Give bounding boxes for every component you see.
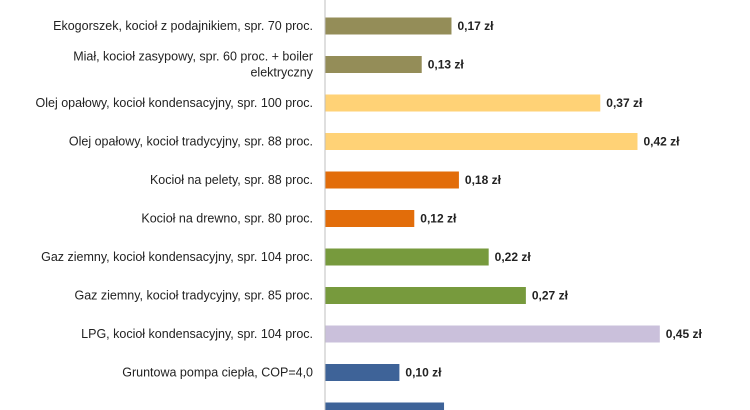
category-label-2-line-1: Miał, kocioł zasypowy, spr. 60 proc. + b…: [73, 50, 313, 64]
bar-8: [325, 287, 526, 304]
bar-11: [325, 402, 445, 410]
value-label-6: 0,12 zł: [420, 212, 457, 226]
value-label-5: 0,18 zł: [465, 173, 502, 187]
bar-7: [325, 248, 489, 266]
value-label-3: 0,37 zł: [606, 96, 643, 110]
category-label-9: LPG, kocioł kondensacyjny, spr. 104 proc…: [81, 327, 313, 341]
category-label-10: Gruntowa pompa ciepła, COP=4,0: [122, 366, 313, 380]
category-label-4: Olej opałowy, kocioł tradycyjny, spr. 88…: [69, 135, 313, 149]
bar-4: [325, 133, 638, 150]
category-label-1: Ekogorszek, kocioł z podajnikiem, spr. 7…: [53, 19, 313, 33]
bar-9: [325, 325, 660, 343]
value-label-4: 0,42 zł: [643, 135, 680, 149]
category-label-2-line-2: elektryczny: [250, 66, 313, 80]
category-label-5: Kocioł na pelety, spr. 88 proc.: [150, 173, 313, 187]
bar-1: [325, 17, 452, 35]
category-label-3: Olej opałowy, kocioł kondensacyjny, spr.…: [36, 96, 313, 110]
value-label-2: 0,13 zł: [428, 58, 465, 72]
bar-6: [325, 210, 415, 227]
bar-5: [325, 171, 459, 189]
category-label-6: Kocioł na drewno, spr. 80 proc.: [141, 212, 313, 226]
category-label-8: Gaz ziemny, kocioł tradycyjny, spr. 85 p…: [74, 289, 313, 303]
value-label-9: 0,45 zł: [666, 327, 703, 341]
bar-2: [325, 56, 422, 73]
category-label-7: Gaz ziemny, kocioł kondensacyjny, spr. 1…: [41, 250, 313, 264]
value-label-7: 0,22 zł: [495, 250, 532, 264]
bar-10: [325, 364, 400, 381]
value-label-1: 0,17 zł: [457, 19, 494, 33]
value-label-8: 0,27 zł: [532, 289, 569, 303]
value-label-10: 0,10 zł: [405, 366, 442, 380]
bar-3: [325, 94, 601, 112]
